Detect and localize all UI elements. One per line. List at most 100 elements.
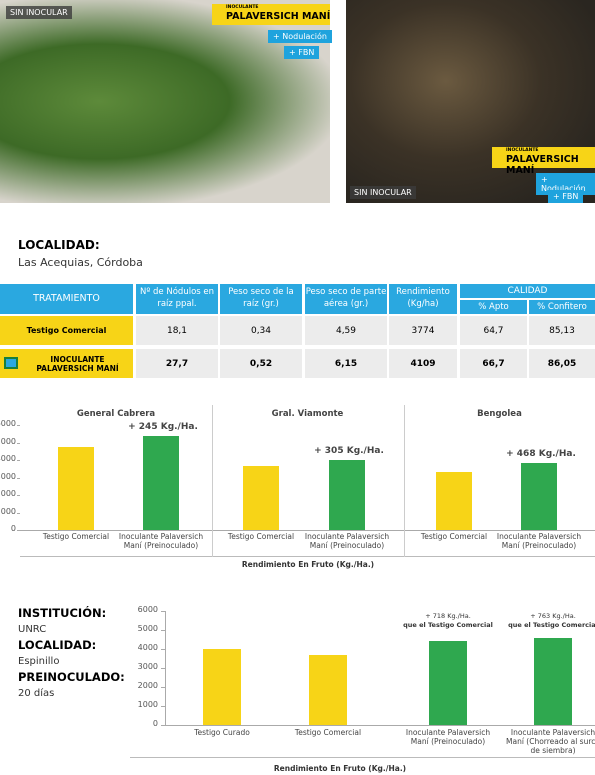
info-label: PREINOCULADO: xyxy=(18,670,125,684)
bar xyxy=(243,465,279,530)
x-tick-label: Inoculante Palaversich Maní (Preinoculad… xyxy=(405,728,491,746)
row-label: INOCULANTE PALAVERSICH MANÍ xyxy=(0,349,133,378)
table-cell: 85,13 xyxy=(529,316,595,345)
axis-line xyxy=(20,530,595,531)
table-cell: 66,7 xyxy=(460,349,527,378)
annotation: + 763 Kg./Ha. xyxy=(530,612,576,620)
row-label: Testigo Comercial xyxy=(0,316,133,345)
x-tick-label: Testigo Comercial xyxy=(42,532,110,541)
annotation: + 305 Kg./Ha. xyxy=(314,446,384,456)
annotation: que el Testigo Comercial xyxy=(508,621,595,629)
y-tick-label: 0 xyxy=(10,524,16,533)
header-cell: TRATAMIENTO xyxy=(0,284,133,314)
tick xyxy=(161,668,165,669)
y-tick-label: 4000 xyxy=(0,454,16,463)
photo-caption: SIN INOCULAR xyxy=(6,6,72,19)
bar xyxy=(58,447,94,530)
table-cell: 4109 xyxy=(389,349,457,378)
location-value: Las Acequias, Córdoba xyxy=(18,256,143,269)
tick xyxy=(161,706,165,707)
info-value: UNRC xyxy=(18,624,47,635)
bar xyxy=(143,436,179,530)
brand-small: INOCULANTE xyxy=(226,5,259,10)
bar xyxy=(203,649,241,725)
annotation: que el Testigo Comercial xyxy=(403,621,493,629)
y-tick-label: 4000 xyxy=(137,643,158,652)
table-cell: 64,7 xyxy=(460,316,527,345)
table-cell: 6,15 xyxy=(305,349,387,378)
x-axis-title: Rendimiento En Fruto (Kg./Ha.) xyxy=(241,560,375,569)
tick xyxy=(161,649,165,650)
brand-small: INOCULANTE xyxy=(506,148,539,153)
tick xyxy=(17,442,20,444)
tick xyxy=(17,512,20,514)
bar xyxy=(521,462,557,530)
table-cell: 0,34 xyxy=(220,316,302,345)
x-tick-label: Testigo Curado xyxy=(194,728,250,737)
y-tick-label: 3000 xyxy=(137,662,158,671)
photo xyxy=(346,0,595,203)
y-tick-label: 1000 xyxy=(0,506,16,516)
info-label: LOCALIDAD: xyxy=(18,638,97,652)
panel-title: General Cabrera xyxy=(76,409,156,419)
brand: PALAVERSICH MANÍ xyxy=(226,11,331,22)
annotation: + 468 Kg./Ha. xyxy=(506,448,576,459)
table-cell: 27,7 xyxy=(136,349,218,378)
tag: + FBN xyxy=(548,190,584,203)
info-value: Espinillo xyxy=(18,656,60,667)
frame-line xyxy=(20,556,595,557)
header-cell: Peso seco de parte aérea (gr.) xyxy=(305,284,387,314)
axis-line xyxy=(165,611,166,725)
tick xyxy=(17,460,20,461)
divider xyxy=(404,405,405,557)
photo-caption: SIN INOCULAR xyxy=(350,186,416,199)
bar xyxy=(436,472,472,530)
tick xyxy=(161,611,165,612)
y-tick-label: 0 xyxy=(152,719,158,728)
tick xyxy=(17,425,20,426)
tick xyxy=(161,725,165,726)
table-cell: 3774 xyxy=(389,316,457,345)
y-tick-label: 5000 xyxy=(0,436,16,446)
brand: PALAVERSICH MANÍ xyxy=(506,154,579,176)
annotation: + 718 Kg./Ha. xyxy=(425,612,471,620)
info-label: INSTITUCIÓN: xyxy=(18,606,107,620)
x-tick-label: Inoculante Palaversich Maní (Preinoculad… xyxy=(496,532,582,550)
tick xyxy=(17,530,20,531)
panel-title: Bengolea xyxy=(477,409,522,419)
info-value: 20 días xyxy=(18,688,55,699)
brand-box xyxy=(492,147,595,168)
tick xyxy=(161,630,165,631)
frame-line xyxy=(130,757,595,758)
panel-title: Gral. Viamonte xyxy=(271,409,344,419)
annotation: + 245 Kg./Ha. xyxy=(128,422,198,433)
y-tick-label: 2000 xyxy=(137,681,158,690)
table-cell: 4,59 xyxy=(305,316,387,345)
subheader-cell: % Apto xyxy=(460,300,527,314)
bar xyxy=(429,641,467,725)
tag: + Nodulación xyxy=(536,173,595,195)
location-label: LOCALIDAD: xyxy=(18,238,100,252)
y-tick-label: 2000 xyxy=(0,489,16,498)
header-cell: Peso seco de la raíz (gr.) xyxy=(220,284,302,314)
table-cell: 0,52 xyxy=(220,349,302,378)
x-axis-title: Rendimiento En Fruto (Kg./Ha.) xyxy=(273,764,407,773)
x-tick-label: Inoculante Palaversich Maní (Chorreado a… xyxy=(506,728,595,755)
header-cell: Rendimiento (Kg/ha) xyxy=(389,284,457,314)
x-tick-label: Testigo Comercial xyxy=(227,532,295,541)
x-tick-label: Testigo Comercial xyxy=(294,728,362,737)
axis-line xyxy=(165,725,595,726)
y-tick-label: 3000 xyxy=(0,471,16,481)
tag: + Nodulación xyxy=(268,30,332,43)
icon xyxy=(4,357,18,369)
tick xyxy=(17,495,20,496)
bar xyxy=(329,460,365,530)
brand-box xyxy=(212,4,330,25)
y-tick-label: 1000 xyxy=(137,700,158,709)
x-tick-label: Inoculante Palaversich Maní (Preinoculad… xyxy=(118,532,204,550)
bar xyxy=(534,637,572,725)
header-cell: Nº de Nódulos en raíz ppal. xyxy=(136,284,218,314)
x-tick-label: Inoculante Palaversich Maní (Preinoculad… xyxy=(304,532,390,550)
divider xyxy=(212,405,213,557)
y-tick-label: 5000 xyxy=(137,624,158,633)
